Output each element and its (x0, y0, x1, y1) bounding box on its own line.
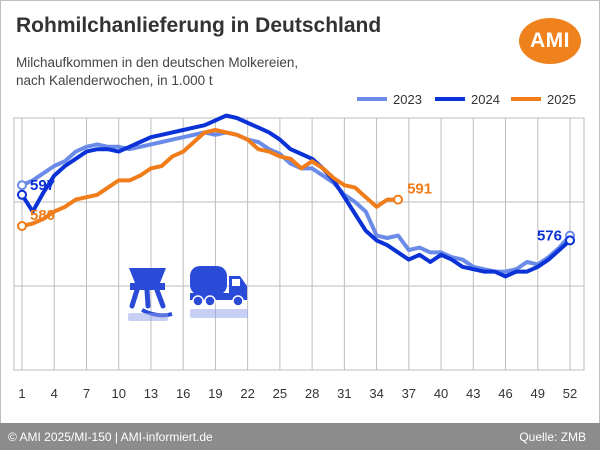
series-lines (20, 113, 572, 279)
line-chart: 2023 2024 2025 597 580 591 576 1 4 7 10 13 16 19 22 2… (13, 92, 585, 401)
x-tick-label: 7 (83, 386, 90, 401)
series-line-2024 (20, 113, 572, 279)
x-tick-label: 31 (337, 386, 351, 401)
chart-subtitle: Milchaufkommen in den deutschen Molkerei… (16, 54, 396, 90)
x-tick-label: 49 (531, 386, 545, 401)
subtitle-line-1: Milchaufkommen in den deutschen Molkerei… (16, 55, 299, 70)
series-marker-2023 (17, 180, 27, 191)
x-tick-label: 34 (369, 386, 383, 401)
x-tick-label: 4 (51, 386, 58, 401)
x-axis-ticks: 1 4 7 10 13 16 19 22 25 28 31 34 37 40 43 46 49 52 (18, 386, 577, 401)
x-tick-label: 52 (563, 386, 577, 401)
data-label: 597 (30, 177, 55, 194)
source-text: Quelle: ZMB (519, 430, 586, 444)
x-tick-label: 13 (144, 386, 158, 401)
data-label: 591 (407, 181, 432, 198)
x-tick-label: 40 (434, 386, 448, 401)
chart-title: Rohmilchanlieferung in Deutschland (16, 14, 382, 37)
x-tick-label: 22 (240, 386, 254, 401)
data-labels: 597 580 591 576 (17, 177, 575, 246)
milk-tanker-truck-icon (190, 266, 248, 318)
series-line-2025 (20, 128, 401, 228)
legend-label-2024: 2024 (471, 92, 500, 107)
ami-logo: AMI (519, 18, 581, 64)
x-tick-label: 46 (498, 386, 512, 401)
milking-machine-icon (128, 268, 173, 321)
x-tick-label: 37 (402, 386, 416, 401)
x-tick-label: 10 (111, 386, 125, 401)
copyright-text: © AMI 2025/MI-150 | AMI-informiert.de (8, 430, 213, 444)
series-marker-2024 (17, 189, 27, 200)
grid (13, 117, 585, 371)
plot-area-border (13, 117, 585, 371)
series-marker-2025 (393, 194, 404, 205)
legend-label-2023: 2023 (393, 92, 422, 107)
subtitle-line-2: nach Kalenderwochen, in 1.000 t (16, 73, 213, 88)
x-tick-label: 19 (208, 386, 222, 401)
legend: 2023 2024 2025 (357, 92, 576, 107)
x-tick-label: 28 (305, 386, 319, 401)
series-marker-2024 (565, 235, 575, 246)
x-tick-label: 16 (176, 386, 190, 401)
x-tick-label: 43 (466, 386, 480, 401)
footer-bar: © AMI 2025/MI-150 | AMI-informiert.de Qu… (0, 423, 600, 450)
legend-label-2025: 2025 (547, 92, 576, 107)
decorative-icons (128, 266, 248, 321)
data-label: 576 (537, 228, 562, 245)
x-tick-label: 25 (273, 386, 287, 401)
series-marker-2025 (17, 221, 27, 231)
x-tick-label: 1 (18, 386, 25, 401)
data-label: 580 (30, 207, 55, 224)
